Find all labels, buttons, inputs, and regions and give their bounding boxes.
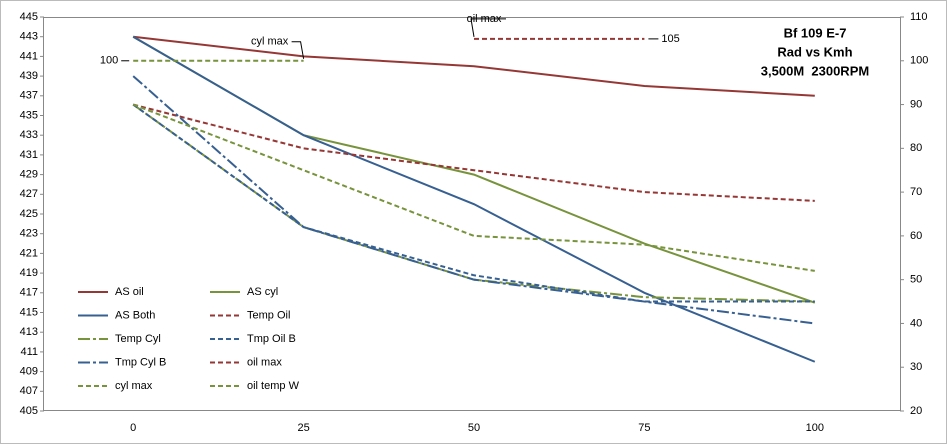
y2-tick-label: 110 [910, 11, 928, 23]
legend-label: Tmp Oil B [247, 333, 296, 345]
y-tick-label: 427 [20, 188, 38, 200]
callout-leader [470, 18, 506, 37]
y2-tick-label: 70 [910, 186, 922, 198]
series-line [132, 75, 815, 325]
y-tick-label: 439 [20, 70, 38, 82]
x-tick-label: 0 [130, 422, 136, 434]
legend-label: Temp Cyl [115, 333, 161, 345]
y-tick-label: 443 [20, 31, 38, 43]
y-tick-label: 417 [20, 287, 38, 299]
legend-label: AS cyl [247, 286, 278, 298]
y2-tick-label: 20 [910, 405, 922, 417]
y2-tick-label: 80 [910, 142, 922, 154]
y2-tick-label: 50 [910, 274, 922, 286]
legend-label: cyl max [115, 380, 153, 392]
legend-label: AS oil [115, 286, 144, 298]
callout-leader [291, 41, 305, 59]
legend-label: Tmp Cyl B [115, 356, 166, 368]
y-tick-label: 435 [20, 109, 38, 121]
y2-tick-label: 100 [910, 55, 928, 67]
series-line [132, 35, 816, 363]
y-tick-label: 441 [20, 50, 38, 62]
y-tick-label: 421 [20, 247, 38, 259]
y2-tick-label: 60 [910, 230, 922, 242]
chart-title: Bf 109 E-7 [784, 25, 847, 40]
y-tick-label: 429 [20, 169, 38, 181]
y-tick-label: 433 [20, 129, 38, 141]
y-tick-label: 437 [20, 90, 38, 102]
y-tick-label: 415 [20, 306, 38, 318]
chart-title: 3,500M 2300RPM [761, 63, 869, 78]
y-tick-label: 419 [20, 267, 38, 279]
legend-label: oil temp W [247, 380, 300, 392]
y-tick-label: 411 [20, 346, 38, 358]
series-line [133, 35, 815, 97]
x-tick-label: 50 [468, 422, 480, 434]
series-line [132, 103, 815, 303]
data-label: 105 [661, 33, 679, 45]
y-tick-label: 445 [20, 11, 38, 23]
y2-tick-label: 90 [910, 98, 922, 110]
series-line [132, 103, 815, 272]
y-tick-label: 409 [20, 366, 38, 378]
legend-label: Temp Oil [247, 309, 290, 321]
legend-label: oil max [247, 356, 282, 368]
y-tick-label: 405 [20, 405, 38, 417]
callout: cyl max [251, 36, 289, 48]
data-label: 100 [100, 55, 118, 67]
y-tick-label: 431 [20, 149, 38, 161]
x-tick-label: 100 [806, 422, 824, 434]
y2-tick-label: 40 [910, 317, 922, 329]
series-line [132, 103, 815, 202]
callout: oil max [467, 13, 502, 25]
y2-tick-label: 30 [910, 361, 922, 373]
y-tick-label: 407 [20, 385, 38, 397]
x-tick-label: 75 [638, 422, 650, 434]
x-tick-label: 25 [297, 422, 309, 434]
chart-title: Rad vs Kmh [777, 44, 852, 59]
y-tick-label: 423 [20, 228, 38, 240]
y-tick-label: 413 [20, 326, 38, 338]
y-tick-label: 425 [20, 208, 38, 220]
legend-label: AS Both [115, 309, 155, 321]
